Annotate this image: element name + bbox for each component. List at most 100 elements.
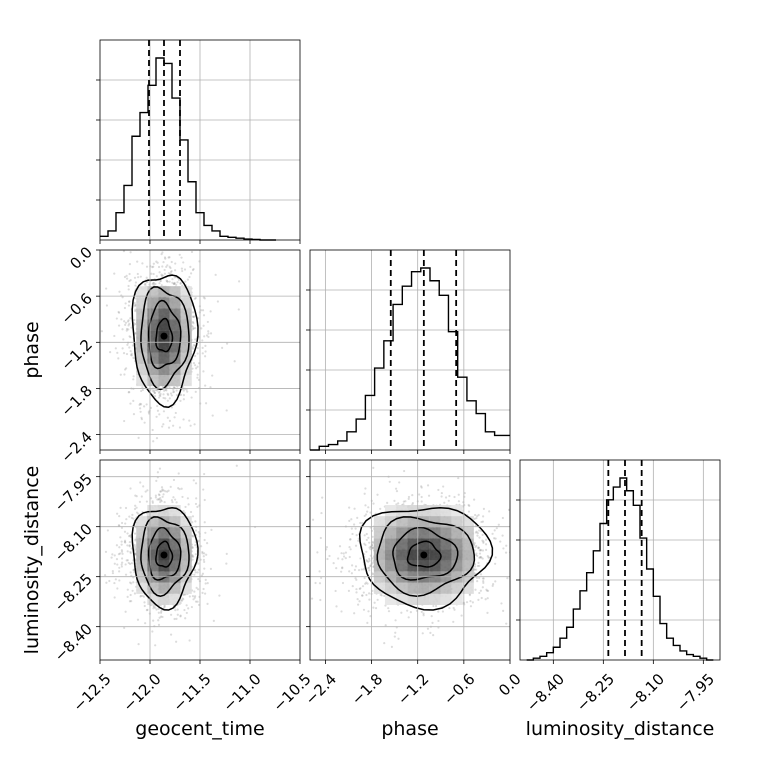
joint-geocent-time-phase-sample-point (127, 391, 130, 394)
joint-geocent-time-phase-sample-point (126, 343, 129, 346)
hist-phase-panel (306, 249, 511, 454)
joint-phase-luminosity-distance-sample-point (420, 500, 423, 503)
joint-geocent-time-phase-sample-point (139, 403, 143, 406)
joint-phase-luminosity-distance-sample-point (380, 594, 383, 597)
joint-geocent-time-phase-sample-point (175, 393, 179, 397)
joint-geocent-time-luminosity-distance-sample-point (203, 538, 206, 542)
joint-geocent-time-luminosity-distance-sample-point (188, 595, 191, 598)
joint-phase-luminosity-distance-sample-point (365, 538, 368, 542)
joint-phase-luminosity-distance-sample-point (353, 523, 356, 526)
joint-geocent-time-luminosity-distance-sample-point (134, 545, 137, 549)
joint-geocent-time-phase-sample-point (117, 311, 121, 314)
joint-phase-luminosity-distance-sample-point (372, 466, 375, 469)
joint-phase-luminosity-distance-sample-point (494, 580, 497, 583)
joint-geocent-time-phase-sample-point (224, 205, 226, 207)
joint-phase-luminosity-distance-sample-point (494, 556, 497, 559)
joint-geocent-time-phase-sample-point (216, 300, 219, 303)
joint-geocent-time-luminosity-distance-sample-point (115, 558, 119, 561)
joint-geocent-time-luminosity-distance-sample-point (152, 619, 155, 622)
joint-phase-luminosity-distance-sample-point (286, 529, 288, 531)
joint-geocent-time-phase-sample-point (143, 405, 146, 408)
joint-phase-luminosity-distance-sample-point (384, 624, 387, 627)
joint-geocent-time-luminosity-distance-sample-point (191, 558, 194, 561)
joint-geocent-time-phase-sample-point (196, 365, 199, 368)
joint-phase-luminosity-distance-sample-point (484, 538, 488, 541)
joint-geocent-time-luminosity-distance-sample-point (133, 592, 137, 595)
joint-geocent-time-phase-sample-point (221, 346, 224, 350)
joint-geocent-time-phase-sample-point (145, 276, 148, 279)
joint-phase-luminosity-distance-sample-point (400, 611, 403, 614)
joint-geocent-time-phase-sample-point (139, 275, 142, 278)
joint-geocent-time-luminosity-distance-sample-point (205, 553, 208, 556)
joint-geocent-time-phase-ytick-label: −1.8 (58, 382, 96, 420)
joint-geocent-time-phase-sample-point (121, 347, 124, 350)
joint-geocent-time-phase-sample-point (120, 318, 123, 321)
joint-geocent-time-phase-sample-point (129, 353, 133, 357)
joint-geocent-time-phase-sample-point (153, 283, 156, 286)
joint-geocent-time-luminosity-distance-sample-point (170, 499, 174, 502)
joint-geocent-time-phase-sample-point (155, 415, 158, 418)
joint-geocent-time-phase-density-cell (169, 286, 181, 298)
joint-geocent-time-phase-sample-point (191, 367, 194, 370)
joint-geocent-time-luminosity-distance-ytick-label: −8.25 (51, 570, 96, 615)
joint-phase-luminosity-distance-sample-point (500, 602, 503, 605)
joint-geocent-time-luminosity-distance-sample-point (128, 562, 132, 566)
joint-geocent-time-luminosity-distance-sample-point (127, 535, 131, 538)
joint-geocent-time-phase-sample-point (129, 336, 132, 339)
joint-phase-luminosity-distance-sample-point (407, 616, 410, 619)
joint-geocent-time-phase-ytick-label: −0.6 (58, 289, 96, 327)
joint-geocent-time-phase-sample-point (201, 346, 204, 349)
joint-phase-luminosity-distance-sample-point (376, 493, 379, 496)
joint-geocent-time-phase-sample-point (169, 271, 173, 274)
joint-geocent-time-luminosity-distance-sample-point (218, 594, 221, 597)
joint-geocent-time-phase-sample-point (154, 388, 158, 392)
joint-geocent-time-phase-sample-point (191, 346, 194, 349)
joint-geocent-time-phase-sample-point (174, 242, 176, 244)
joint-geocent-time-phase-density-cell (169, 297, 181, 309)
joint-geocent-time-phase-sample-point (191, 315, 195, 318)
joint-geocent-time-luminosity-distance-sample-point (180, 599, 183, 602)
joint-geocent-time-phase-density-cell (136, 286, 148, 298)
joint-geocent-time-phase-sample-point (129, 279, 132, 282)
joint-phase-luminosity-distance-sample-point (476, 580, 479, 583)
joint-geocent-time-phase-sample-point (123, 368, 127, 371)
joint-geocent-time-phase-sample-point (166, 399, 169, 402)
joint-geocent-time-phase-density-cell (158, 375, 170, 387)
joint-geocent-time-luminosity-distance-sample-point (134, 538, 137, 541)
joint-geocent-time-phase-sample-point (197, 378, 201, 381)
joint-phase-luminosity-distance-sample-point (482, 507, 486, 510)
joint-geocent-time-phase-sample-point (169, 392, 173, 395)
joint-geocent-time-phase-sample-point (158, 394, 161, 397)
joint-geocent-time-phase-sample-point (167, 393, 170, 396)
joint-geocent-time-luminosity-distance-sample-point (133, 544, 136, 547)
joint-geocent-time-phase-sample-point (166, 280, 169, 283)
joint-phase-luminosity-distance-sample-point (482, 581, 485, 584)
joint-geocent-time-luminosity-distance-density-cell (136, 516, 148, 528)
joint-geocent-time-phase-sample-point (153, 391, 156, 395)
joint-geocent-time-phase-sample-point (190, 250, 194, 254)
joint-geocent-time-phase-sample-point (152, 440, 155, 443)
joint-phase-luminosity-distance-sample-point (335, 605, 338, 608)
joint-phase-luminosity-distance-sample-point (471, 601, 474, 604)
joint-geocent-time-luminosity-distance-sample-point (196, 505, 199, 508)
joint-geocent-time-luminosity-distance-sample-point (202, 587, 205, 591)
joint-geocent-time-phase-sample-point (168, 419, 172, 422)
joint-geocent-time-luminosity-distance-sample-point (195, 497, 198, 500)
joint-geocent-time-phase-sample-point (133, 302, 136, 305)
joint-geocent-time-phase-sample-point (180, 256, 183, 259)
joint-geocent-time-luminosity-distance-sample-point (206, 582, 209, 585)
joint-geocent-time-phase-sample-point (155, 275, 158, 278)
joint-geocent-time-luminosity-distance-sample-point (174, 609, 177, 612)
joint-phase-luminosity-distance-sample-point (502, 547, 505, 550)
joint-geocent-time-phase-sample-point (194, 338, 197, 341)
joint-phase-luminosity-distance-sample-point (447, 499, 450, 502)
joint-phase-luminosity-distance-sample-point (460, 614, 463, 617)
joint-geocent-time-phase-sample-point (134, 332, 137, 335)
joint-geocent-time-phase-sample-point (157, 391, 161, 394)
joint-phase-luminosity-distance-sample-point (367, 592, 371, 595)
joint-geocent-time-luminosity-distance-sample-point (175, 640, 178, 643)
joint-phase-luminosity-distance-sample-point (321, 496, 324, 499)
joint-geocent-time-luminosity-distance-sample-point (203, 472, 206, 476)
joint-phase-luminosity-distance-sample-point (485, 548, 488, 551)
joint-geocent-time-phase-sample-point (131, 344, 135, 347)
